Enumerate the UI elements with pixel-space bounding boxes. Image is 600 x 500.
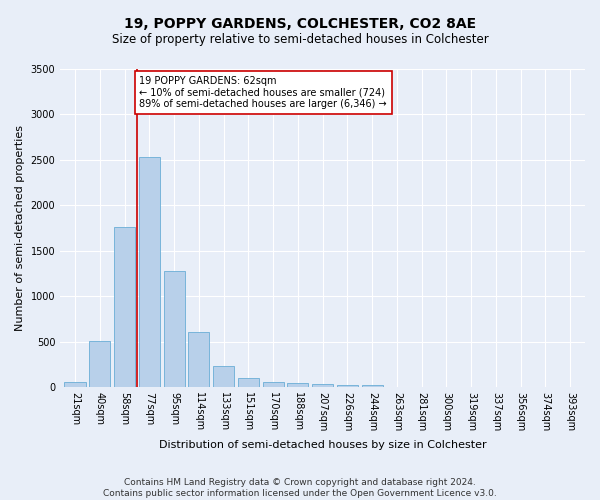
Bar [238,378,259,388]
Bar [337,384,358,388]
Text: 19, POPPY GARDENS, COLCHESTER, CO2 8AE: 19, POPPY GARDENS, COLCHESTER, CO2 8AE [124,18,476,32]
Bar [287,383,308,388]
Bar [164,271,185,388]
Bar [114,228,135,388]
Bar [362,385,383,388]
Y-axis label: Number of semi-detached properties: Number of semi-detached properties [15,125,25,331]
Bar [312,384,333,388]
Bar [64,382,86,388]
Text: Size of property relative to semi-detached houses in Colchester: Size of property relative to semi-detach… [112,32,488,46]
Text: Contains HM Land Registry data © Crown copyright and database right 2024.
Contai: Contains HM Land Registry data © Crown c… [103,478,497,498]
Bar [188,332,209,388]
Bar [139,157,160,388]
Bar [89,342,110,388]
Bar [263,382,284,388]
Text: 19 POPPY GARDENS: 62sqm
← 10% of semi-detached houses are smaller (724)
89% of s: 19 POPPY GARDENS: 62sqm ← 10% of semi-de… [139,76,387,110]
X-axis label: Distribution of semi-detached houses by size in Colchester: Distribution of semi-detached houses by … [159,440,487,450]
Bar [213,366,234,388]
